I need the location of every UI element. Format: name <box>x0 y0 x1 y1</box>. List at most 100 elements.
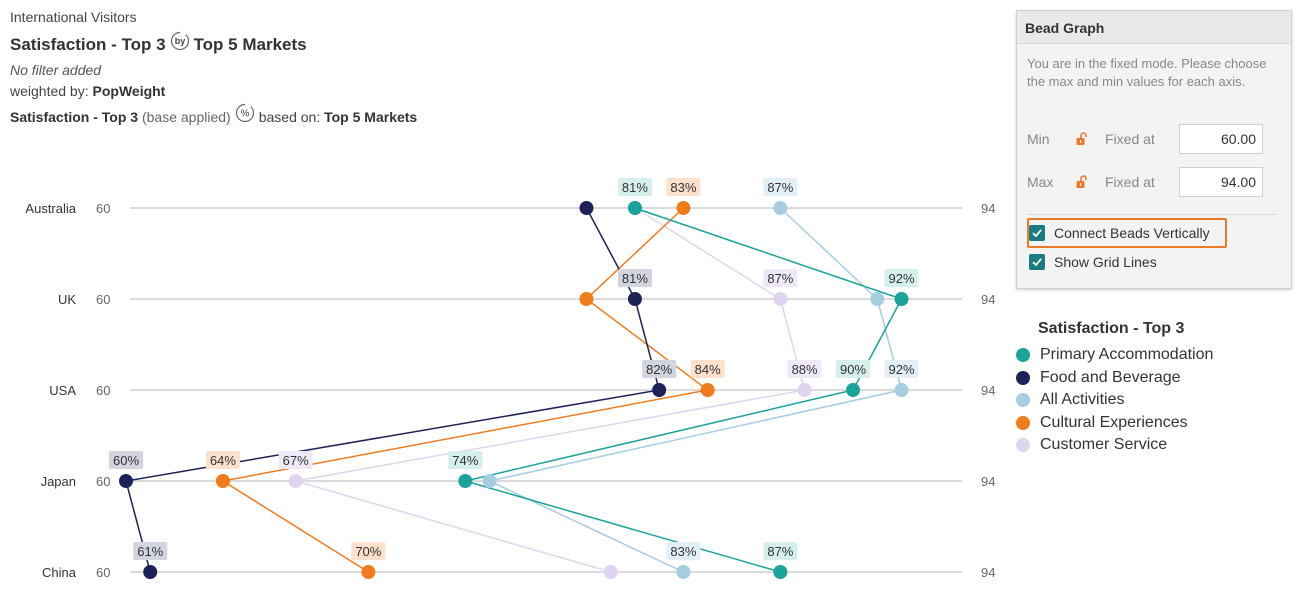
title-breakdown: Top 5 Markets <box>193 35 307 54</box>
data-label: 87% <box>767 180 793 195</box>
legend-item[interactable]: Food and Beverage <box>1014 367 1213 390</box>
data-label-bg <box>690 360 725 378</box>
axis-max-label: 94 <box>981 292 995 307</box>
legend-label: Primary Accommodation <box>1040 346 1214 364</box>
bead-graph-chart: Australia 60 94 UK 60 94 USA 60 94 Japan 60 94 China… <box>25 178 995 580</box>
report-section-title: International Visitors <box>10 9 137 25</box>
data-label: 88% <box>792 362 818 377</box>
base-measure: Satisfaction - Top 3 <box>10 108 139 125</box>
legend-title: Satisfaction - Top 3 <box>1038 320 1185 337</box>
bead <box>627 292 642 306</box>
connector-line <box>465 389 854 482</box>
connector-line <box>779 207 878 300</box>
data-label: 92% <box>889 362 915 377</box>
data-label: 83% <box>670 180 696 195</box>
legend-item[interactable]: Primary Accommodation <box>1014 344 1213 367</box>
min-value-input[interactable] <box>1179 124 1263 154</box>
bead <box>846 383 861 397</box>
show-grid-lines-checkbox[interactable]: Show Grid Lines <box>1029 254 1157 270</box>
data-label-bg <box>884 269 919 287</box>
based-on-value: Top 5 Markets <box>324 108 418 125</box>
legend-dot <box>1016 438 1030 453</box>
legend-dot <box>1016 370 1030 385</box>
legend-label: Customer Service <box>1040 436 1168 454</box>
weighted-prefix: weighted by: <box>10 83 89 99</box>
legend-dot <box>1016 348 1030 363</box>
legend-item[interactable]: All Activities <box>1014 389 1213 412</box>
data-label: 87% <box>767 544 793 559</box>
data-label: 67% <box>283 453 309 468</box>
bead <box>288 474 303 488</box>
data-label-bg <box>108 451 144 469</box>
category-label: Japan <box>41 474 76 489</box>
category-label: UK <box>58 292 76 307</box>
data-label-bg <box>205 451 240 469</box>
axis-min-label: 60 <box>96 201 110 216</box>
bead <box>215 474 230 488</box>
connector-line <box>634 207 902 300</box>
bead <box>894 383 909 397</box>
unlocked-padlock-icon[interactable] <box>1075 132 1089 146</box>
panel-description: You are in the fixed mode. Please choose… <box>1027 56 1267 89</box>
axis-min-label: 60 <box>96 565 110 580</box>
data-label: 64% <box>210 453 236 468</box>
bead <box>143 565 158 579</box>
min-label: Min <box>1027 131 1050 147</box>
data-label-bg <box>836 360 871 378</box>
data-label-bg <box>133 542 168 560</box>
crosstab-by-icon[interactable]: by <box>169 30 191 60</box>
bead <box>894 292 909 306</box>
category-label: USA <box>49 383 76 398</box>
connect-option-highlight <box>1027 218 1227 248</box>
data-label-bg <box>787 360 822 378</box>
data-label-bg <box>448 451 483 469</box>
bead <box>627 201 642 215</box>
axis-max-label: 94 <box>981 201 995 216</box>
percent-base-icon[interactable]: % <box>234 102 256 131</box>
data-label: 70% <box>355 544 381 559</box>
bead <box>119 474 133 488</box>
base-info: Satisfaction - Top 3 (base applied) % ba… <box>10 102 417 131</box>
axis-max-label: 94 <box>981 565 995 580</box>
unlocked-padlock-icon[interactable] <box>1075 175 1089 189</box>
bead <box>579 292 594 306</box>
max-value-input[interactable] <box>1179 167 1263 197</box>
connector-line <box>634 207 781 300</box>
bead <box>458 474 473 488</box>
by-icon-text: by <box>174 36 185 46</box>
connector-line <box>489 480 684 573</box>
data-label-bg <box>278 451 313 469</box>
data-label-bg <box>763 542 798 560</box>
label-layer: 81% 92% 90% 74% 87% 81% 82% 60% 61% 87% 92% 83% 83% 8… <box>108 178 919 560</box>
base-note: (base applied) <box>141 108 231 125</box>
bead <box>361 565 376 579</box>
category-label: China <box>42 565 77 580</box>
connector-line <box>489 389 902 482</box>
filter-status: No filter added <box>10 62 102 78</box>
bead <box>870 292 885 306</box>
data-label-bg <box>666 178 701 196</box>
axis-min-label: 60 <box>96 292 110 307</box>
data-label: 84% <box>695 362 721 377</box>
min-row: Min Fixed at <box>1027 123 1281 155</box>
checkmark-icon[interactable] <box>1029 254 1045 270</box>
data-label: 82% <box>646 362 672 377</box>
bead <box>797 383 812 397</box>
max-fixed-label: Fixed at <box>1105 174 1155 190</box>
legend-dot <box>1016 415 1030 430</box>
connect-beads-checkbox[interactable]: Connect Beads Vertically <box>1029 225 1210 241</box>
checkmark-icon[interactable] <box>1029 225 1045 241</box>
data-label-bg <box>763 269 798 287</box>
title-measure: Satisfaction - Top 3 <box>10 35 166 54</box>
axis-max-label: 94 <box>981 474 995 489</box>
bead <box>773 201 788 215</box>
grid-layer: Australia 60 94 UK 60 94 USA 60 94 Japan 60 94 China… <box>25 201 995 580</box>
legend-dot <box>1016 393 1030 408</box>
legend-item[interactable]: Customer Service <box>1014 434 1213 457</box>
legend-item[interactable]: Cultural Experiences <box>1014 412 1213 435</box>
bead <box>676 201 691 215</box>
category-label: Australia <box>25 201 76 216</box>
data-label: 74% <box>452 453 478 468</box>
weighting-info: weighted by: PopWeight <box>10 80 417 102</box>
data-label-bg <box>642 360 677 378</box>
